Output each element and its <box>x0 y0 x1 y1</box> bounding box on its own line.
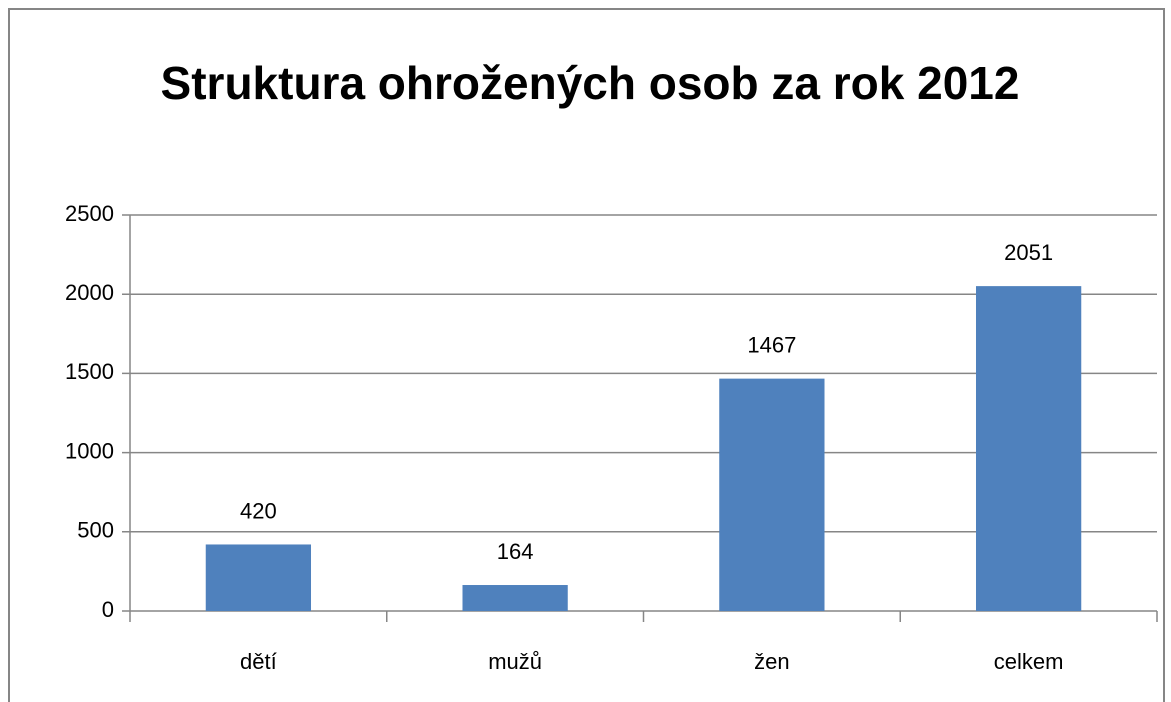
x-tick-label: dětí <box>240 649 277 674</box>
bar <box>205 544 312 611</box>
x-tick-label: mužů <box>488 649 542 674</box>
data-label: 1467 <box>747 332 796 357</box>
y-tick-label: 500 <box>77 518 114 543</box>
data-label: 164 <box>497 539 534 564</box>
data-label: 420 <box>240 498 277 523</box>
y-tick-label: 0 <box>102 597 114 622</box>
bar <box>462 585 568 611</box>
bar <box>975 286 1082 611</box>
chart-title: Struktura ohrožených osob za rok 2012 <box>160 57 1020 109</box>
y-tick-label: 2500 <box>65 201 114 226</box>
y-tick-label: 1000 <box>65 438 114 463</box>
y-tick-label: 1500 <box>65 359 114 384</box>
x-tick-label: celkem <box>994 649 1064 674</box>
data-label: 2051 <box>1004 240 1053 265</box>
y-tick-label: 2000 <box>65 280 114 305</box>
x-tick-label: žen <box>754 649 789 674</box>
chart-border <box>8 8 1165 702</box>
bar <box>719 378 825 611</box>
